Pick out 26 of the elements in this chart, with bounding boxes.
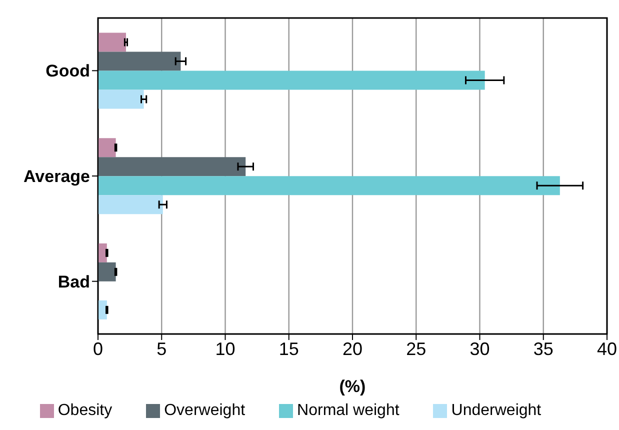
bar: [98, 176, 560, 196]
legend-label: Normal weight: [297, 402, 400, 419]
y-tick-label: Average: [24, 167, 90, 186]
x-tick-label: 15: [278, 338, 299, 359]
x-tick-label: 5: [156, 338, 167, 359]
bar: [98, 138, 116, 158]
x-tick-label: 10: [215, 338, 236, 359]
bar: [98, 90, 144, 109]
legend-label: Underweight: [451, 402, 542, 419]
bar: [98, 195, 163, 214]
x-axis-title: (%): [339, 377, 366, 396]
x-tick-label: 40: [596, 338, 618, 359]
bar: [98, 157, 246, 176]
x-tick-label: 20: [342, 338, 363, 359]
bar: [98, 262, 116, 282]
y-tick-label: Good: [46, 62, 90, 81]
legend-label: Overweight: [164, 402, 246, 419]
x-tick-label: 0: [92, 338, 104, 359]
bar: [98, 52, 181, 71]
y-tick-label: Bad: [58, 272, 90, 292]
x-tick-label: 30: [470, 338, 490, 359]
x-tick-label: 25: [406, 338, 426, 359]
legend-label: Obesity: [58, 402, 112, 419]
x-tick-label: 35: [533, 338, 554, 359]
bar: [98, 32, 126, 52]
bar: [98, 70, 485, 90]
